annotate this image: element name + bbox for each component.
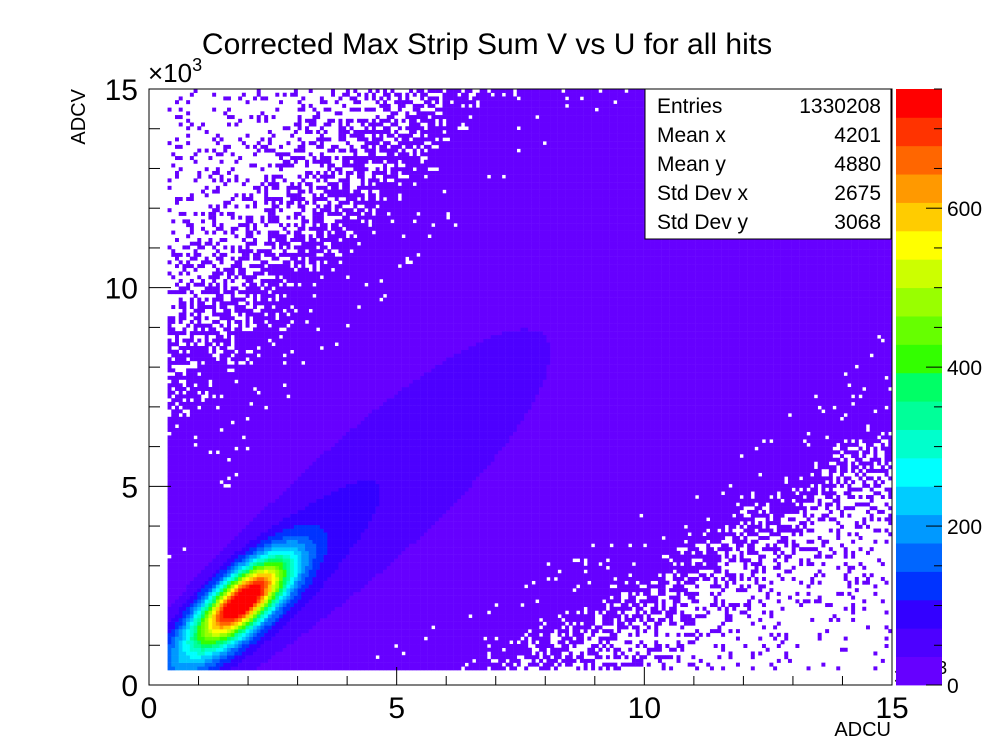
stats-value: 2675 — [834, 182, 881, 205]
colorbar-tick-label: 0 — [947, 675, 959, 698]
colorbar-segment — [896, 316, 942, 345]
y-axis-label: ADCV — [68, 88, 90, 144]
stats-value: 4880 — [834, 153, 881, 176]
plot-border — [148, 88, 893, 686]
colorbar-segment — [896, 117, 942, 147]
colorbar-segment — [896, 145, 942, 175]
colorbar-segment — [896, 628, 942, 658]
y-tick-label: 10 — [105, 273, 138, 306]
stats-label: Mean x — [657, 124, 726, 147]
colorbar-segment — [896, 287, 942, 317]
colorbar-segment — [896, 514, 942, 544]
colorbar-segment — [896, 89, 942, 118]
stats-value: 3068 — [834, 211, 881, 234]
stats-label: Entries — [657, 95, 722, 118]
x-tick-label: 0 — [141, 692, 158, 725]
colorbar-segment — [896, 656, 942, 686]
x-tick-label: 10 — [628, 692, 661, 725]
y-tick-label: 15 — [105, 74, 138, 107]
colorbar — [896, 89, 942, 686]
stats-label: Std Dev x — [657, 182, 749, 205]
x-axis-label: ADCU — [834, 719, 891, 741]
colorbar-tick-label: 400 — [947, 357, 982, 380]
stats-label: Mean y — [657, 153, 726, 176]
colorbar-segment — [896, 571, 942, 601]
colorbar-segment — [896, 486, 942, 516]
colorbar-ticks: 0 200 400 600 — [926, 88, 982, 698]
y-axis-ticks: 0 5 10 15 — [105, 74, 171, 703]
x-tick-label: 15 — [875, 692, 908, 725]
colorbar-segment — [896, 259, 942, 289]
colorbar-segment — [896, 344, 942, 374]
colorbar-tick-label: 200 — [947, 516, 982, 539]
colorbar-segment — [896, 457, 942, 487]
stats-value: 1330208 — [799, 95, 881, 118]
y-tick-label: 0 — [121, 670, 138, 703]
stats-label: Std Dev y — [657, 211, 749, 234]
chart-title: Corrected Max Strip Sum V vs U for all h… — [202, 28, 772, 61]
colorbar-tick-label: 600 — [947, 198, 982, 221]
colorbar-segment — [896, 372, 942, 402]
y-tick-label: 5 — [121, 471, 138, 504]
x-axis-ticks: 0 5 10 15 — [141, 667, 909, 725]
colorbar-segment — [896, 401, 942, 430]
colorbar-segment — [896, 202, 942, 232]
colorbar-segment — [896, 429, 942, 459]
stats-value: 4201 — [834, 124, 881, 147]
colorbar-segment — [896, 174, 942, 203]
stats-box: Entries 1330208 Mean x 4201 Mean y 4880 Std De… — [644, 88, 892, 240]
y-exponent: ×103 — [148, 55, 202, 88]
colorbar-segment — [896, 599, 942, 629]
x-tick-label: 5 — [388, 692, 405, 725]
colorbar-segment — [896, 230, 942, 260]
colorbar-segment — [896, 543, 942, 572]
